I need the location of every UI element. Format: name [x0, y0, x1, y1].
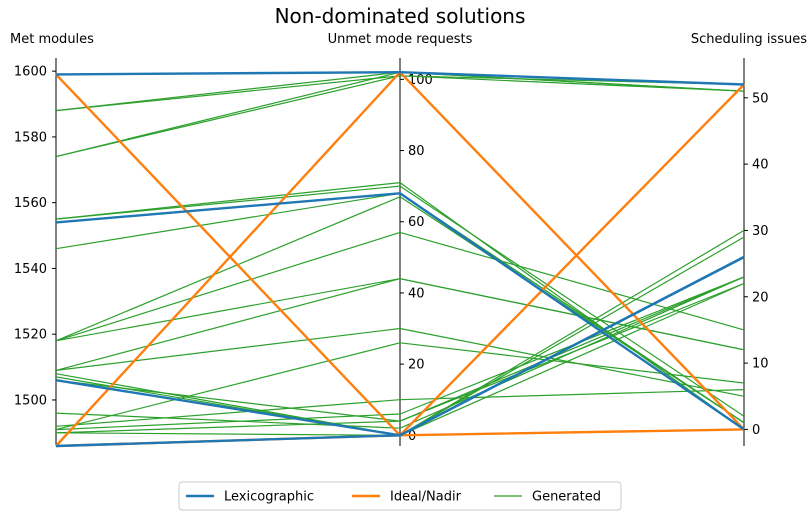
legend-label: Lexicographic: [224, 490, 314, 505]
series-line-lexicographic: [55, 70, 745, 86]
series-line-lexicographic: [55, 255, 745, 448]
tick-label: 1540: [14, 262, 47, 277]
tick-label: 20: [408, 358, 425, 373]
axis-title-3: Scheduling issues: [691, 32, 807, 47]
series-line-generated: [55, 231, 745, 342]
series-line-generated: [55, 276, 745, 431]
series-line-generated: [55, 278, 745, 371]
tick-label: 0: [408, 429, 416, 444]
series-line-generated: [55, 327, 745, 397]
tick-label: 0: [752, 423, 760, 438]
legend-label: Generated: [532, 490, 601, 505]
tick-label: 1580: [14, 130, 47, 145]
tick-label: 20: [752, 290, 769, 305]
series-line-lexicographic: [55, 192, 745, 431]
tick-label: 40: [408, 286, 425, 301]
tick-label: 40: [752, 158, 769, 173]
lines-layer: [55, 70, 745, 448]
tick-label: 50: [752, 91, 769, 106]
legend-label: Ideal/Nadir: [390, 490, 462, 505]
axes-layer: Met modules 1500 1520 1540 1560 1580 1600 Unmet…: [10, 32, 807, 446]
axis-title-1: Met modules: [10, 32, 94, 47]
tick-label: 30: [752, 224, 769, 239]
series-line-generated: [55, 185, 745, 417]
tick-label: 80: [408, 144, 425, 159]
axis-title-2: Unmet mode requests: [328, 32, 473, 47]
tick-label: 1560: [14, 196, 47, 211]
series-line-generated: [55, 75, 745, 158]
chart-title: Non-dominated solutions: [275, 4, 526, 28]
legend-box: [178, 481, 622, 511]
tick-label: 1520: [14, 328, 47, 343]
series-line-generated: [55, 196, 745, 424]
tick-label: 1600: [14, 65, 47, 80]
series-line-generated: [55, 282, 745, 434]
series-line-generated: [55, 276, 745, 429]
tick-label: 1500: [14, 393, 47, 408]
legend: Lexicographic Ideal/Nadir Generated: [178, 481, 622, 511]
series-line-generated: [55, 342, 745, 431]
tick-label: 60: [408, 215, 425, 230]
series-line-generated: [55, 389, 745, 427]
tick-label: 10: [752, 357, 769, 372]
